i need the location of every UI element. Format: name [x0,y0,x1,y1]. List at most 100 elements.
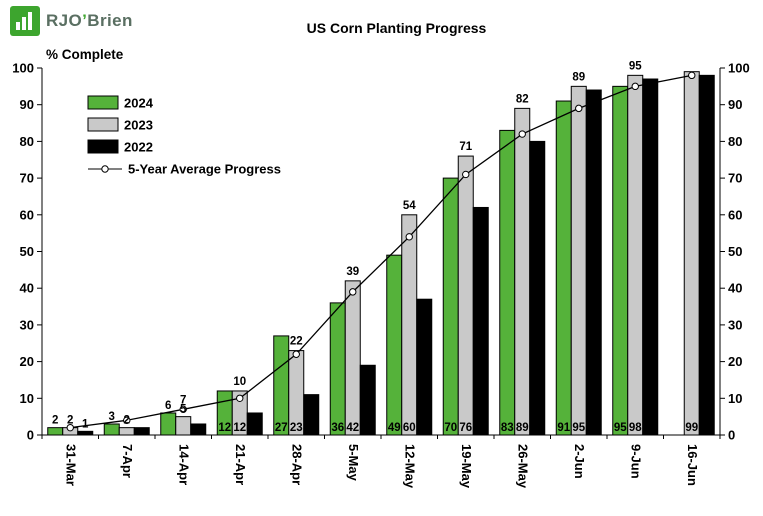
bar-2024-14-Apr [160,412,177,436]
x-tick-label: 16-Jun [685,444,700,486]
bar-label: 91 [557,422,570,434]
bar-2023-5-May [344,280,361,436]
bar-label: 98 [629,422,642,434]
avg-label: 71 [459,141,472,153]
avg-label: 89 [572,71,585,83]
bar-label: 2 [124,415,130,427]
y-tick-label-left: 10 [20,391,34,406]
x-tick-label: 9-Jun [628,444,643,479]
legend-label-2024: 2024 [124,96,154,111]
x-tick-label: 26-May [515,444,530,489]
rjobrien-logo-icon [10,6,40,36]
chart-title: US Corn Planting Progress [306,20,487,36]
y-tick-label-right: 40 [728,281,742,296]
bar-label: 83 [501,422,514,434]
y-tick-label-right: 80 [728,134,742,149]
y-tick-label-left: 0 [27,428,34,443]
bar-label: 5 [180,404,187,416]
bar-2023-14-Apr [175,416,192,436]
bar-2022-31-Mar [77,430,94,436]
legend-swatch-2022 [87,139,119,154]
bar-label: 95 [614,422,627,434]
bar-label: 70 [444,422,457,434]
rjobrien-logo: RJO’Brien [10,6,133,36]
bar-2024-9-Jun [612,85,629,436]
bar-2023-16-Jun [683,71,700,436]
y-tick-label-left: 40 [20,281,34,296]
rjobrien-logo-text: RJO’Brien [46,11,133,30]
bar-2023-7-Apr [118,427,135,436]
y-tick-label-right: 50 [728,244,742,259]
bar-2024-31-Mar [47,427,64,436]
avg-line-path [70,74,692,429]
avg-label: 7 [180,394,186,406]
bar-label: 2 [67,415,73,427]
legend-label-2022: 2022 [124,140,153,155]
avg-label: 95 [629,60,642,72]
avg-marker [405,233,413,241]
x-tick-label: 28-Apr [289,444,304,485]
avg-marker [236,394,244,402]
bar-2022-28-Apr [303,394,320,436]
bar-2024-2-Jun [555,100,572,436]
bar-label: 3 [109,411,115,423]
bar-2022-26-May [529,140,546,436]
bar-label: 36 [331,422,344,434]
bar-label: 12 [218,422,231,434]
bar-label: 23 [290,422,303,434]
bar-2023-12-May [401,214,418,436]
bar-2024-19-May [442,177,459,436]
y-tick-label-left: 80 [20,134,34,149]
y-tick-label-left: 90 [20,97,34,112]
bar-2024-7-Apr [103,423,120,436]
avg-marker [518,130,526,138]
avg-marker [631,82,639,91]
x-tick-label: 14-Apr [176,444,191,485]
bar-label: 27 [275,422,288,434]
bar-2022-5-May [359,364,376,436]
bar-label: 95 [572,422,585,434]
avg-marker [179,405,187,414]
bar-2022-12-May [416,298,433,436]
x-tick-label: 21-Apr [233,444,248,485]
y-tick-label-right: 10 [728,391,742,406]
bar-2023-19-May [457,155,474,436]
y-tick-label-right: 90 [728,97,742,112]
bar-2024-5-May [329,302,346,436]
avg-marker [66,423,74,432]
axes: 0 0 10 10 20 20 30 30 40 40 50 50 60 60 70 70 80 80 90 90 10… [12,61,749,489]
y-tick-label-right: 60 [728,207,742,222]
bar-2023-2-Jun [570,85,587,436]
bar-2023-9-Jun [627,74,644,436]
y-tick-label-left: 100 [12,61,34,76]
avg-label: 10 [233,376,246,388]
y-tick-label-right: 100 [728,61,750,76]
avg-marker [688,71,696,80]
legend-label-2023: 2023 [124,118,153,133]
y-tick-label-right: 70 [728,171,742,186]
avg-marker [575,104,583,113]
legend: 2024 2023 2022 5-Year Average Progress [87,95,281,177]
avg-marker [349,288,357,296]
avg-line [66,71,696,432]
x-tick-label: 12-May [402,444,417,489]
bar-label: 2 [52,415,58,427]
y-tick-label-left: 20 [20,354,34,369]
legend-line-marker [101,165,109,173]
y-axis-label: % Complete [46,47,124,62]
bar-2024-28-Apr [273,335,290,436]
avg-label: 39 [346,266,359,278]
avg-marker [462,170,470,179]
bar-2022-2-Jun [585,89,602,436]
bar-label: 49 [388,422,401,434]
bar-2022-14-Apr [190,423,207,436]
bar-label: 60 [403,422,416,434]
avg-label: 82 [516,93,529,105]
avg-label: 54 [403,200,416,212]
y-tick-label-left: 30 [20,317,34,332]
bars [47,71,715,436]
y-tick-label-left: 70 [20,171,34,186]
